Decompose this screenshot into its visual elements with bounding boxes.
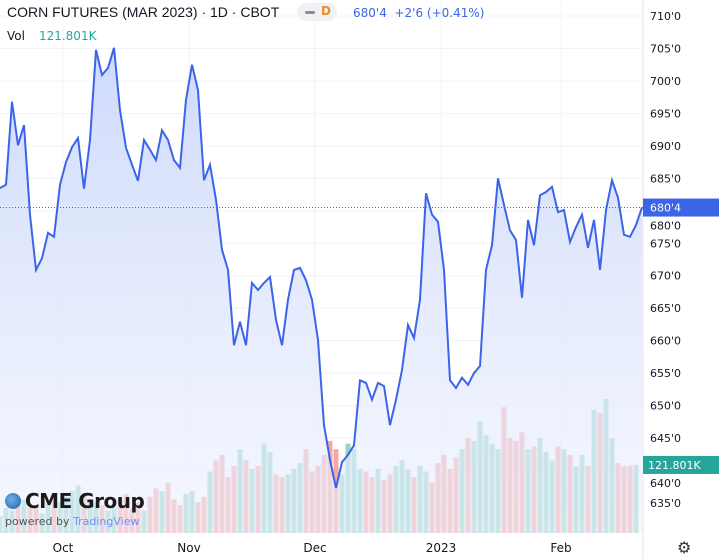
- x-tick-label: 2023: [426, 541, 457, 555]
- last-price-label: 680'4: [650, 202, 681, 215]
- y-tick-label: 695'0: [650, 107, 681, 120]
- y-tick-label: 665'0: [650, 302, 681, 315]
- last-price-label-bg: [643, 198, 719, 217]
- time-axis: Oct Nov Dec 2023 Feb: [53, 541, 572, 555]
- price-area-fill: [0, 47, 642, 534]
- volume-legend: Vol 121.801K: [7, 29, 96, 43]
- volume-label: Vol: [7, 29, 25, 43]
- y-tick-label: 690'0: [650, 140, 681, 153]
- volume-value: 121.801K: [38, 29, 97, 43]
- y-tick-label: 645'0: [650, 432, 681, 445]
- x-tick-label: Dec: [303, 541, 326, 555]
- quote-summary: 680'4 +2'6 (+0.41%): [353, 6, 485, 20]
- y-tick-label: 700'0: [650, 75, 681, 88]
- last-volume-label: 121.801K: [648, 459, 701, 472]
- y-tick-label: 655'0: [650, 367, 681, 380]
- globe-icon: [5, 493, 21, 509]
- price-axis: 635'0 640'0 645'0 650'0 655'0 660'0 665'0 670'0…: [650, 10, 681, 510]
- y-tick-label: 685'0: [650, 172, 681, 185]
- powered-by[interactable]: powered by TradingView: [5, 515, 139, 528]
- minus-icon: [305, 11, 315, 14]
- tradingview-link[interactable]: TradingView: [73, 515, 140, 528]
- y-tick-label: 680'0: [650, 220, 681, 233]
- y-tick-label: 635'0: [650, 497, 681, 510]
- last-volume-label-bg: [643, 455, 719, 474]
- y-tick-label: 670'0: [650, 270, 681, 283]
- y-tick-label: 675'0: [650, 237, 681, 250]
- x-tick-label: Oct: [53, 541, 74, 555]
- y-tick-label: 650'0: [650, 400, 681, 413]
- price-line: [0, 47, 643, 489]
- interval-label: D: [321, 4, 331, 18]
- y-tick-label: 710'0: [650, 10, 681, 23]
- y-tick-label: 660'0: [650, 335, 681, 348]
- powered-by-text: powered by: [5, 515, 70, 528]
- logo-text: CME Group: [25, 489, 145, 513]
- x-tick-label: Nov: [177, 541, 200, 555]
- y-tick-label: 705'0: [650, 42, 681, 55]
- y-tick-label: 640'0: [650, 477, 681, 490]
- chart-title: CORN FUTURES (MAR 2023) · 1D · CBOT: [7, 4, 280, 20]
- interval-badge[interactable]: D: [297, 3, 337, 21]
- x-tick-label: Feb: [550, 541, 571, 555]
- gear-icon[interactable]: ⚙: [677, 538, 692, 557]
